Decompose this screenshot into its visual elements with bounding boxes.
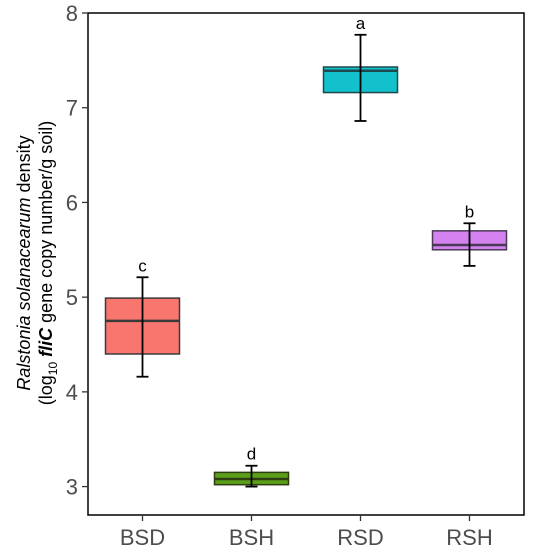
y-axis-label-unit: gene copy number/g soil) <box>36 121 56 328</box>
box-rsd: a <box>322 14 399 122</box>
significance-letter-rsh: b <box>465 202 474 221</box>
box-rsh: b <box>431 202 508 267</box>
panel-border <box>87 12 525 516</box>
x-tick-label: RSD <box>337 525 383 550</box>
y-axis-label-subscript: 10 <box>46 362 60 376</box>
significance-letter-bsh: d <box>247 445 256 464</box>
y-axis-label-line1: Ralstonia solanacearum density <box>14 135 34 390</box>
y-axis-label-species: Ralstonia solanacearum <box>14 197 34 390</box>
y-tick-label: 4 <box>66 380 78 405</box>
x-tick-label: BSD <box>120 525 165 550</box>
y-tick-label: 7 <box>66 96 78 121</box>
y-axis-label: Ralstonia solanacearum density (log10 fl… <box>14 121 60 406</box>
y-tick-label: 6 <box>66 190 78 215</box>
y-tick-label: 3 <box>66 475 78 500</box>
box-bsd: c <box>104 256 181 378</box>
y-axis-label-density: density <box>14 135 34 197</box>
y-axis-label-gene: fliC <box>36 327 56 357</box>
y-axis-label-log: (log <box>36 375 56 405</box>
y-axis-label-line2: (log10 fliC gene copy number/g soil) <box>36 121 60 406</box>
significance-letter-rsd: a <box>356 14 366 33</box>
box-bsh: d <box>213 445 290 488</box>
significance-letter-bsd: c <box>138 256 147 275</box>
y-tick-label: 8 <box>66 1 78 26</box>
x-tick-label: RSH <box>446 525 492 550</box>
y-tick-label: 5 <box>66 285 78 310</box>
plot-area: c d a b <box>104 14 508 488</box>
axes: 3 4 5 6 7 8 BSD BSH RSD RSH <box>66 1 525 550</box>
x-tick-label: BSH <box>229 525 274 550</box>
